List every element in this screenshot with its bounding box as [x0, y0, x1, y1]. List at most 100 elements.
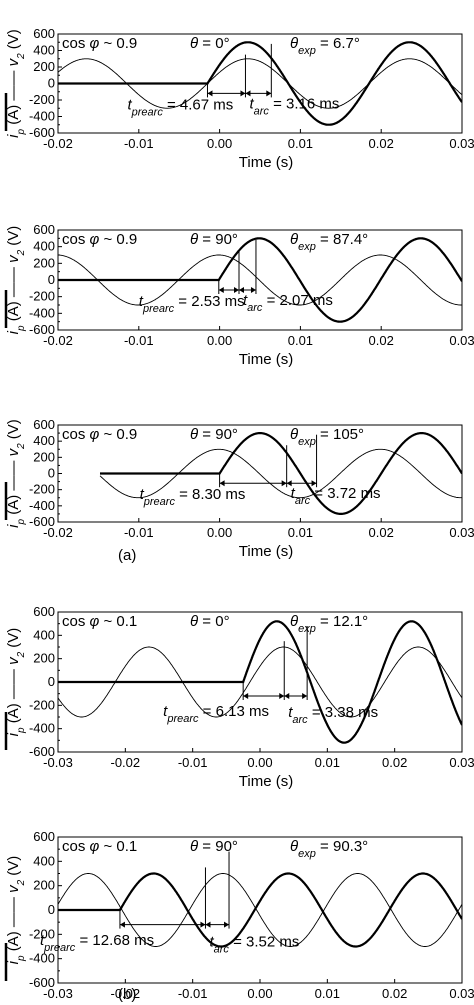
annotation-theta: θ = 90°: [190, 838, 238, 855]
y-tick-label: -400: [29, 721, 55, 736]
arc-arrowhead: [311, 480, 317, 487]
y-tick-label: -600: [29, 744, 55, 759]
y-tick-label: 400: [33, 239, 55, 254]
prearc-arrowhead: [200, 921, 206, 928]
annotation-theta-exp: θexp = 6.7°: [290, 35, 360, 57]
annotation-t-arc: tarc = 3.38 ms: [288, 704, 378, 726]
y-tick-label: 0: [48, 76, 55, 91]
y-axis-title: ip (A) —— v2 (V): [5, 419, 27, 528]
series-line-v2: [58, 873, 462, 947]
annotation-t-prearc: tprearc = 12.68 ms: [40, 932, 154, 954]
prearc-arrowhead: [243, 693, 249, 699]
prearc-arrowhead: [218, 287, 224, 293]
annotation-t-arc: tarc = 3.72 ms: [291, 485, 381, 507]
y-tick-label: 0: [48, 674, 55, 689]
x-tick-label: -0.02: [43, 525, 73, 540]
y-tick-label: 600: [33, 829, 55, 844]
y-axis-title: ip (A) —— v2 (V): [5, 856, 27, 965]
x-tick-label: 0.03: [449, 333, 474, 348]
y-axis-title: ip (A) —— v2 (V): [5, 628, 27, 737]
x-tick-label: 0.02: [369, 333, 394, 348]
y-tick-label: -200: [29, 697, 55, 712]
annotation-theta: θ = 0°: [190, 35, 230, 52]
x-tick-label: 0.00: [207, 525, 232, 540]
y-tick-label: -200: [29, 289, 55, 304]
annotation-theta-exp: θexp = 12.1°: [290, 613, 368, 635]
x-tick-label: 0.01: [315, 755, 340, 770]
y-tick-label: 600: [33, 222, 55, 237]
x-tick-label: 0.03: [449, 755, 474, 770]
annotation-t-prearc: tprearc = 2.53 ms: [139, 293, 245, 315]
arc-arrowhead: [286, 480, 292, 487]
x-tick-label: -0.03: [43, 986, 73, 1001]
y-tick-label: 200: [33, 878, 55, 893]
annotation-cosphi: cos φ ~ 0.9: [62, 231, 137, 248]
y-axis-title: ip (A) —— v2 (V): [5, 226, 27, 335]
annotation-t-prearc: tprearc = 6.13 ms: [163, 703, 269, 725]
y-tick-label: 400: [33, 43, 55, 58]
x-tick-label: -0.02: [43, 333, 73, 348]
y-tick-label: 400: [33, 433, 55, 448]
annotation-theta-exp: θexp = 87.4°: [290, 231, 368, 253]
chart-panel-4: 600 400 200 0 -200 -400 -600-0.03 -0.02 -0.01 0.0…: [4, 604, 474, 790]
y-tick-label: 600: [33, 26, 55, 41]
annotation-t-prearc: tprearc = 8.30 ms: [140, 486, 246, 508]
y-axis-title-text: ip (A) —— v2 (V): [5, 29, 27, 138]
y-tick-label: -600: [29, 975, 55, 990]
annotation-t-prearc: tprearc = 4.67 ms: [127, 96, 233, 118]
x-tick-label: -0.01: [178, 755, 208, 770]
y-axis-title-text: ip (A) —— v2 (V): [5, 628, 27, 737]
x-tick-label: -0.01: [178, 986, 208, 1001]
x-tick-label: 0.01: [288, 525, 313, 540]
y-tick-label: 400: [33, 853, 55, 868]
annotation-theta: θ = 90°: [190, 426, 238, 443]
y-tick-label: -200: [29, 92, 55, 107]
x-tick-label: 0.03: [449, 525, 474, 540]
x-tick-label: 0.00: [207, 333, 232, 348]
y-tick-label: -400: [29, 951, 55, 966]
arc-arrowhead: [266, 90, 272, 97]
x-tick-label: -0.02: [111, 986, 141, 1001]
x-axis-title: Time (s): [239, 773, 293, 790]
y-tick-label: -400: [29, 109, 55, 124]
series-line-ip: [58, 237, 462, 323]
prearc-arrowhead: [119, 921, 125, 928]
y-axis-title-text: ip (A) —— v2 (V): [5, 419, 27, 528]
x-tick-label: -0.01: [124, 333, 154, 348]
x-tick-label: -0.03: [43, 755, 73, 770]
y-tick-label: 0: [48, 902, 55, 917]
x-tick-label: 0.02: [369, 136, 394, 151]
y-tick-label: -400: [29, 498, 55, 513]
prearc-arrowhead: [207, 90, 213, 97]
y-tick-label: -600: [29, 514, 55, 529]
series-line-ip: [100, 432, 462, 516]
x-tick-label: 0.01: [315, 986, 340, 1001]
arc-arrowhead: [302, 693, 308, 699]
prearc-arrowhead: [279, 693, 285, 699]
y-tick-label: 600: [33, 417, 55, 432]
annotation-t-arc: tarc = 3.52 ms: [209, 934, 299, 956]
figure-label-a: (a): [118, 547, 136, 564]
figure-label-b: (b): [118, 986, 136, 1003]
x-tick-label: -0.02: [43, 136, 73, 151]
y-axis-title: ip (A) —— v2 (V): [5, 29, 27, 138]
y-tick-label: 600: [33, 604, 55, 619]
y-tick-label: 400: [33, 627, 55, 642]
y-tick-label: 0: [48, 466, 55, 481]
y-tick-label: -200: [29, 926, 55, 941]
prearc-arrowhead: [233, 287, 239, 293]
annotation-t-arc: tarc = 2.07 ms: [243, 292, 333, 314]
y-tick-label: -600: [29, 125, 55, 140]
annotation-theta-exp: θexp = 90.3°: [290, 838, 368, 860]
annotation-cosphi: cos φ ~ 0.9: [62, 35, 137, 52]
series-line-ip: [58, 872, 462, 948]
x-tick-label: -0.01: [124, 136, 154, 151]
prearc-arrowhead: [240, 90, 246, 97]
y-tick-label: 200: [33, 255, 55, 270]
x-tick-label: 0.00: [207, 136, 232, 151]
x-tick-label: 0.00: [247, 986, 272, 1001]
x-tick-label: 0.02: [382, 755, 407, 770]
